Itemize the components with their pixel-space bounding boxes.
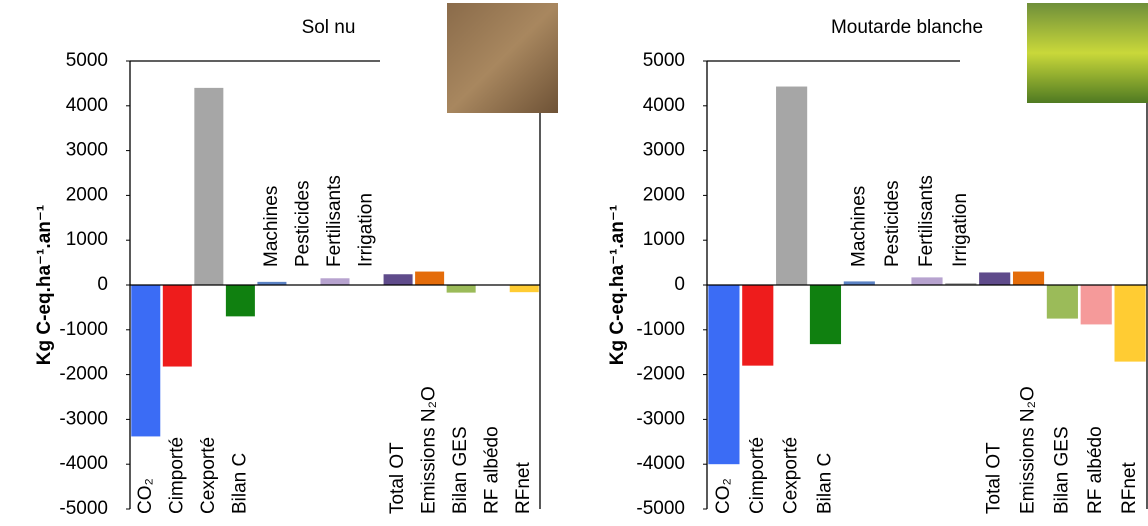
photo	[1027, 3, 1148, 103]
category-label: Bilan C	[814, 453, 835, 514]
y-tick-label: 1000	[643, 229, 685, 250]
bar	[1012, 271, 1045, 285]
category-label: Machines	[261, 186, 282, 267]
bar	[225, 285, 255, 317]
chart-title: Moutarde blanche	[831, 17, 983, 38]
bar	[257, 281, 287, 285]
category-label: Bilan GES	[450, 426, 471, 514]
y-tick-label: -2000	[636, 364, 685, 385]
category-label: Pesticides	[292, 180, 313, 267]
y-tick-label: 4000	[643, 95, 685, 116]
category-label: CO₂	[135, 478, 156, 514]
category-label: Irrigation	[356, 193, 377, 267]
bar	[320, 278, 350, 285]
bar	[776, 86, 808, 285]
y-tick-label: 0	[97, 274, 108, 295]
category-label: Cimporté	[747, 437, 768, 514]
y-tick-label: 3000	[643, 140, 685, 161]
category-label: Bilan GES	[1051, 426, 1072, 514]
bar	[383, 274, 413, 285]
category-label: Machines	[848, 186, 869, 267]
bar	[194, 87, 224, 285]
bar	[979, 272, 1011, 285]
bar	[162, 285, 192, 367]
y-tick-label: 5000	[643, 50, 685, 71]
y-tick-label: -3000	[59, 408, 108, 429]
y-tick-label: 3000	[66, 140, 108, 161]
category-label: CO₂	[713, 478, 734, 514]
y-tick-label: 4000	[66, 95, 108, 116]
category-label: Fertilisants	[324, 175, 345, 267]
y-tick-label: -2000	[59, 364, 108, 385]
category-label: Emissions N₂O	[1018, 386, 1039, 514]
chart-title: Sol nu	[302, 17, 356, 38]
y-axis-label: Kg C-eq.ha⁻¹.an⁻¹	[34, 205, 55, 365]
y-tick-label: -1000	[636, 319, 685, 340]
category-label: Cexporté	[198, 437, 219, 514]
category-label: RF albédo	[1085, 426, 1106, 514]
y-tick-label: -4000	[59, 453, 108, 474]
category-label: RF albédo	[482, 426, 503, 514]
bar	[509, 285, 539, 293]
bar	[742, 285, 774, 366]
bar	[131, 285, 161, 437]
bar	[911, 277, 943, 285]
category-label: Bilan C	[229, 453, 250, 514]
bar	[708, 285, 740, 465]
category-label: Fertilisants	[916, 175, 937, 267]
bar	[415, 271, 445, 285]
bar	[809, 285, 842, 345]
y-axis-label: Kg C-eq.ha⁻¹.an⁻¹	[607, 205, 628, 365]
y-tick-label: 1000	[66, 229, 108, 250]
bar	[1114, 285, 1146, 362]
category-label: RFnet	[1119, 462, 1140, 514]
y-tick-label: -5000	[59, 498, 108, 519]
bar	[843, 281, 875, 285]
y-tick-label: -4000	[636, 453, 685, 474]
category-label: Irrigation	[950, 193, 971, 267]
y-tick-label: -5000	[636, 498, 685, 519]
y-tick-label: 5000	[66, 50, 108, 71]
y-tick-label: 2000	[66, 184, 108, 205]
y-tick-label: -3000	[636, 408, 685, 429]
bar	[1080, 285, 1112, 325]
category-label: Pesticides	[882, 180, 903, 267]
y-tick-label: -1000	[59, 319, 108, 340]
y-tick-label: 0	[674, 274, 685, 295]
bar	[945, 283, 977, 285]
category-label: Cimporté	[166, 437, 187, 514]
category-label: Total OT	[387, 442, 408, 514]
bar	[1046, 285, 1078, 319]
category-label: Total OT	[984, 442, 1005, 514]
category-label: Emissions N₂O	[419, 386, 440, 514]
photo	[447, 3, 558, 113]
category-label: RFnet	[513, 462, 534, 514]
y-tick-label: 2000	[643, 184, 685, 205]
category-label: Cexporté	[781, 437, 802, 514]
bar	[446, 285, 476, 293]
